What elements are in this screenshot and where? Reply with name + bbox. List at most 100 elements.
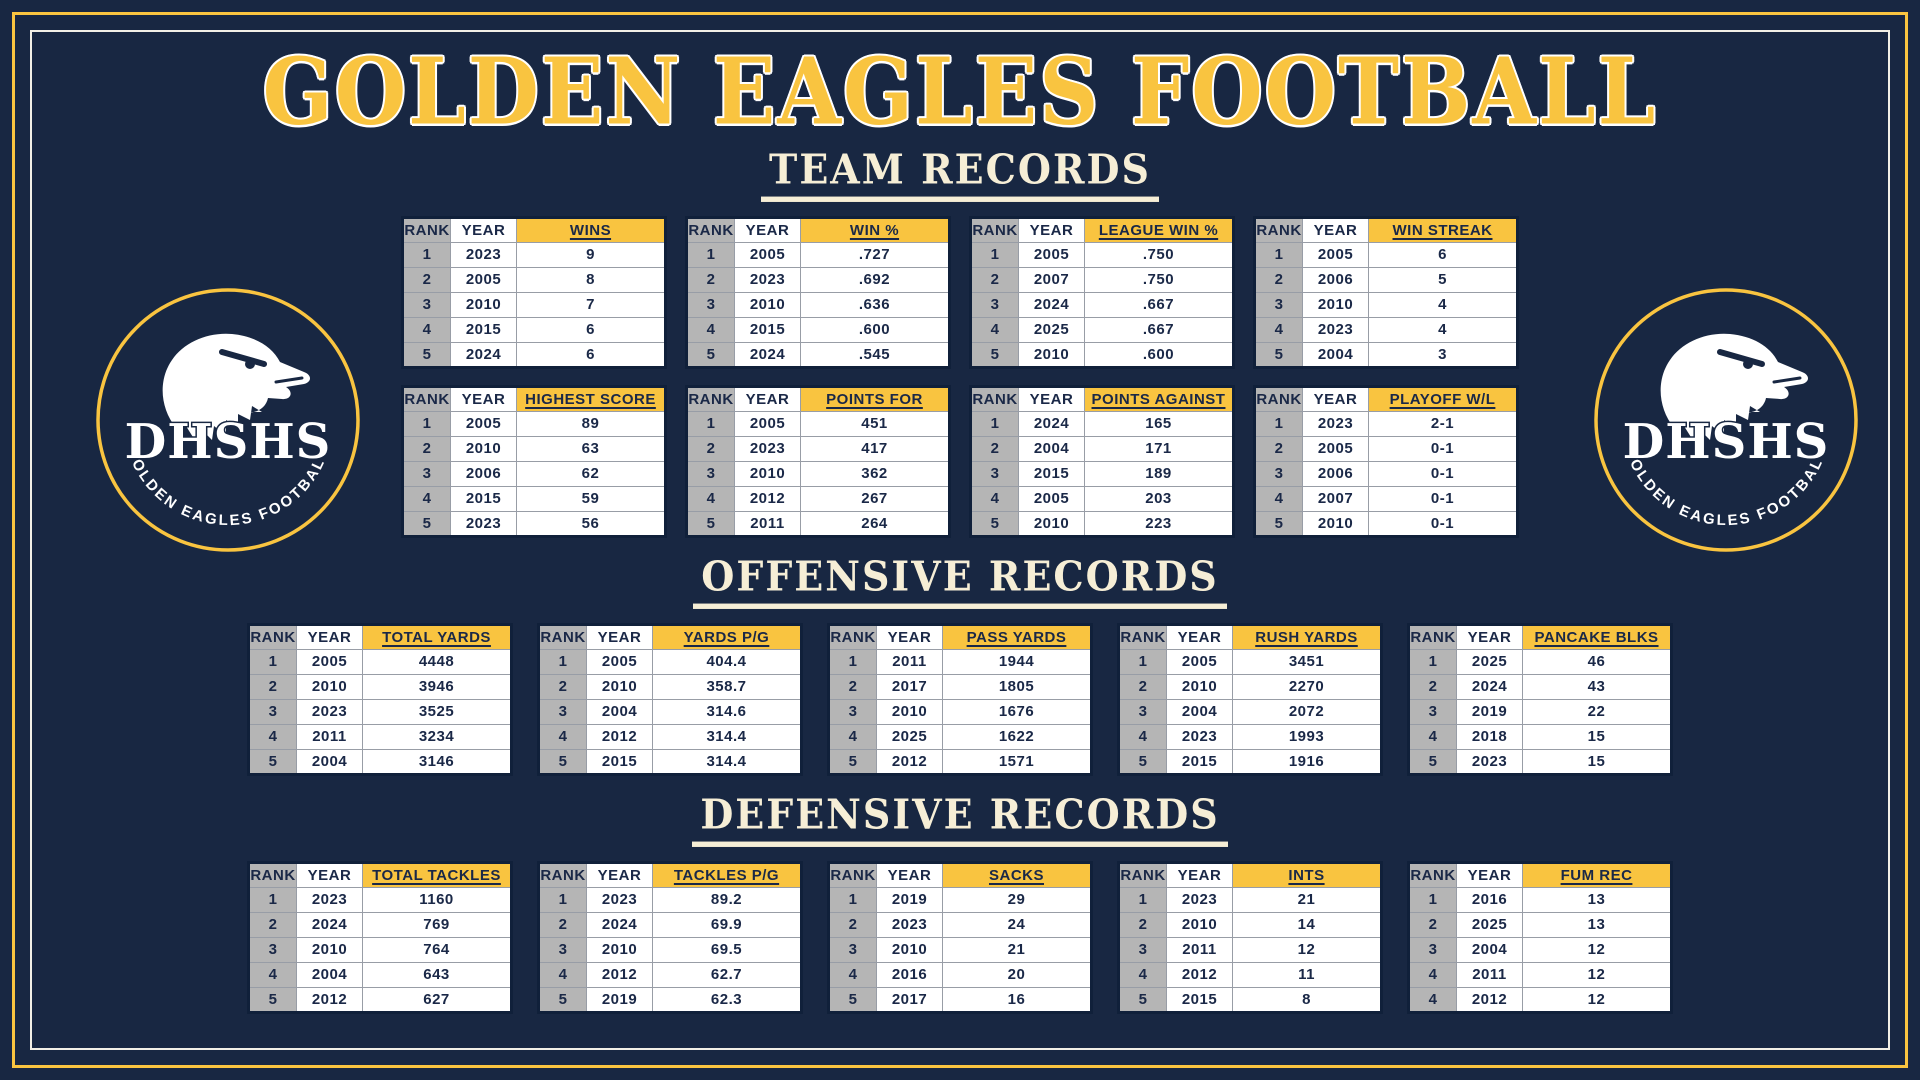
value-cell: 69.9 <box>652 911 802 938</box>
value-cell: 4 <box>1368 291 1518 318</box>
value-cell: 29 <box>942 886 1092 913</box>
rank-cell: 5 <box>970 510 1019 537</box>
year-cell: 2015 <box>450 485 517 512</box>
year-column-header: YEAR <box>876 861 943 888</box>
table-row: 3 2023 3525 <box>248 698 512 725</box>
year-column-header: YEAR <box>1456 861 1523 888</box>
team-logo-left: DHSHS GOLDEN EAGLES FOOTBALL <box>94 286 362 554</box>
rank-cell: 1 <box>1118 886 1167 913</box>
rank-cell: 3 <box>828 698 877 725</box>
table-row: 4 2012 12 <box>1408 986 1672 1013</box>
year-cell: 2023 <box>296 886 363 913</box>
table-row: 3 2006 62 <box>402 460 666 487</box>
table-row: 3 2004 2072 <box>1118 698 1382 725</box>
year-cell: 2007 <box>1302 485 1369 512</box>
records-table-rush-yards: RANK YEAR RUSH YARDS 1 2005 3451 2 2010 2270 3… <box>1117 622 1383 776</box>
year-cell: 2019 <box>586 986 653 1013</box>
value-cell: 0-1 <box>1368 485 1518 512</box>
rank-column-header: RANK <box>1118 861 1167 888</box>
table-row: 5 2010 0-1 <box>1254 510 1518 537</box>
table-row: 2 2024 43 <box>1408 673 1672 700</box>
table-row: 4 2012 62.7 <box>538 961 802 988</box>
stat-column-header: PANCAKE BLKS <box>1522 623 1672 650</box>
rank-cell: 1 <box>1408 648 1457 675</box>
rank-cell: 3 <box>1254 460 1303 487</box>
table-row: 4 2007 0-1 <box>1254 485 1518 512</box>
table-row: 4 2023 4 <box>1254 316 1518 343</box>
year-cell: 2023 <box>1302 316 1369 343</box>
year-cell: 2012 <box>1456 986 1523 1013</box>
eagle-head-icon <box>162 333 310 442</box>
table-row: 3 2024.667 <box>970 291 1234 318</box>
year-cell: 2017 <box>876 673 943 700</box>
year-cell: 2023 <box>1166 886 1233 913</box>
value-cell: 0-1 <box>1368 460 1518 487</box>
value-cell: 62.7 <box>652 961 802 988</box>
year-cell: 2010 <box>586 936 653 963</box>
year-cell: 2023 <box>296 698 363 725</box>
rank-column-header: RANK <box>1254 385 1303 412</box>
year-cell: 2023 <box>450 241 517 268</box>
year-cell: 2015 <box>1018 460 1085 487</box>
records-table-pancake-blks: RANK YEAR PANCAKE BLKS 1 2025 46 2 2024 43 3 20… <box>1407 622 1673 776</box>
rank-cell: 4 <box>686 316 735 343</box>
year-cell: 2005 <box>450 410 517 437</box>
year-cell: 2024 <box>1018 410 1085 437</box>
year-cell: 2010 <box>1302 510 1369 537</box>
rank-column-header: RANK <box>538 861 587 888</box>
table-row: 1 2005 451 <box>686 410 950 437</box>
rank-cell: 4 <box>1254 485 1303 512</box>
rank-cell: 2 <box>1118 673 1167 700</box>
year-column-header: YEAR <box>586 623 653 650</box>
year-cell: 2006 <box>450 460 517 487</box>
rank-cell: 1 <box>828 886 877 913</box>
rank-cell: 4 <box>970 316 1019 343</box>
year-cell: 2005 <box>1166 648 1233 675</box>
year-cell: 2015 <box>586 748 653 775</box>
rank-cell: 3 <box>1408 936 1457 963</box>
sections-container: TEAM RECORDS RANK YEAR WINS 1 2023 9 2 2005 8… <box>0 148 1920 1014</box>
rank-cell: 5 <box>248 986 297 1013</box>
table-row: 4 2015 59 <box>402 485 666 512</box>
year-cell: 2005 <box>734 241 801 268</box>
table-row: 1 2019 29 <box>828 886 1092 913</box>
year-cell: 2011 <box>734 510 801 537</box>
year-cell: 2012 <box>296 986 363 1013</box>
rank-cell: 3 <box>1118 698 1167 725</box>
table-row: 2 2023 24 <box>828 911 1092 938</box>
rank-cell: 3 <box>538 698 587 725</box>
year-cell: 2016 <box>876 961 943 988</box>
table-row: 1 2005.727 <box>686 241 950 268</box>
value-cell: 4448 <box>362 648 512 675</box>
table-row: 3 2010 362 <box>686 460 950 487</box>
rank-column-header: RANK <box>828 623 877 650</box>
rank-cell: 4 <box>1254 316 1303 343</box>
table-row: 2 2010 63 <box>402 435 666 462</box>
eagle-crest-icon: DHSHS GOLDEN EAGLES FOOTBALL <box>94 286 360 552</box>
rank-cell: 2 <box>970 266 1019 293</box>
stat-column-header: INTS <box>1232 861 1382 888</box>
rank-cell: 5 <box>970 341 1019 368</box>
year-cell: 2025 <box>1018 316 1085 343</box>
value-cell: 3 <box>1368 341 1518 368</box>
rank-cell: 3 <box>402 291 451 318</box>
year-cell: 2018 <box>1456 723 1523 750</box>
table-row: 1 2005 3451 <box>1118 648 1382 675</box>
rank-cell: 4 <box>538 723 587 750</box>
table-row: 5 2017 16 <box>828 986 1092 1013</box>
rank-cell: 3 <box>248 698 297 725</box>
stat-column-header: YARDS P/G <box>652 623 802 650</box>
value-cell: 5 <box>1368 266 1518 293</box>
records-table-highest-score: RANK YEAR HIGHEST SCORE 1 2005 89 2 2010 63 3 2… <box>401 384 667 538</box>
value-cell: .600 <box>800 316 950 343</box>
year-cell: 2023 <box>734 266 801 293</box>
table-row: 3 2019 22 <box>1408 698 1672 725</box>
table-row: 4 2005 203 <box>970 485 1234 512</box>
table-row: 3 2015 189 <box>970 460 1234 487</box>
value-cell: .600 <box>1084 341 1234 368</box>
table-row: 1 2005 4448 <box>248 648 512 675</box>
tables-row: RANK YEAR WINS 1 2023 9 2 2005 8 3 2010 7 4 2015 6 5… <box>399 215 1521 538</box>
value-cell: 189 <box>1084 460 1234 487</box>
value-cell: 56 <box>516 510 666 537</box>
table-row: 1 2023 21 <box>1118 886 1382 913</box>
